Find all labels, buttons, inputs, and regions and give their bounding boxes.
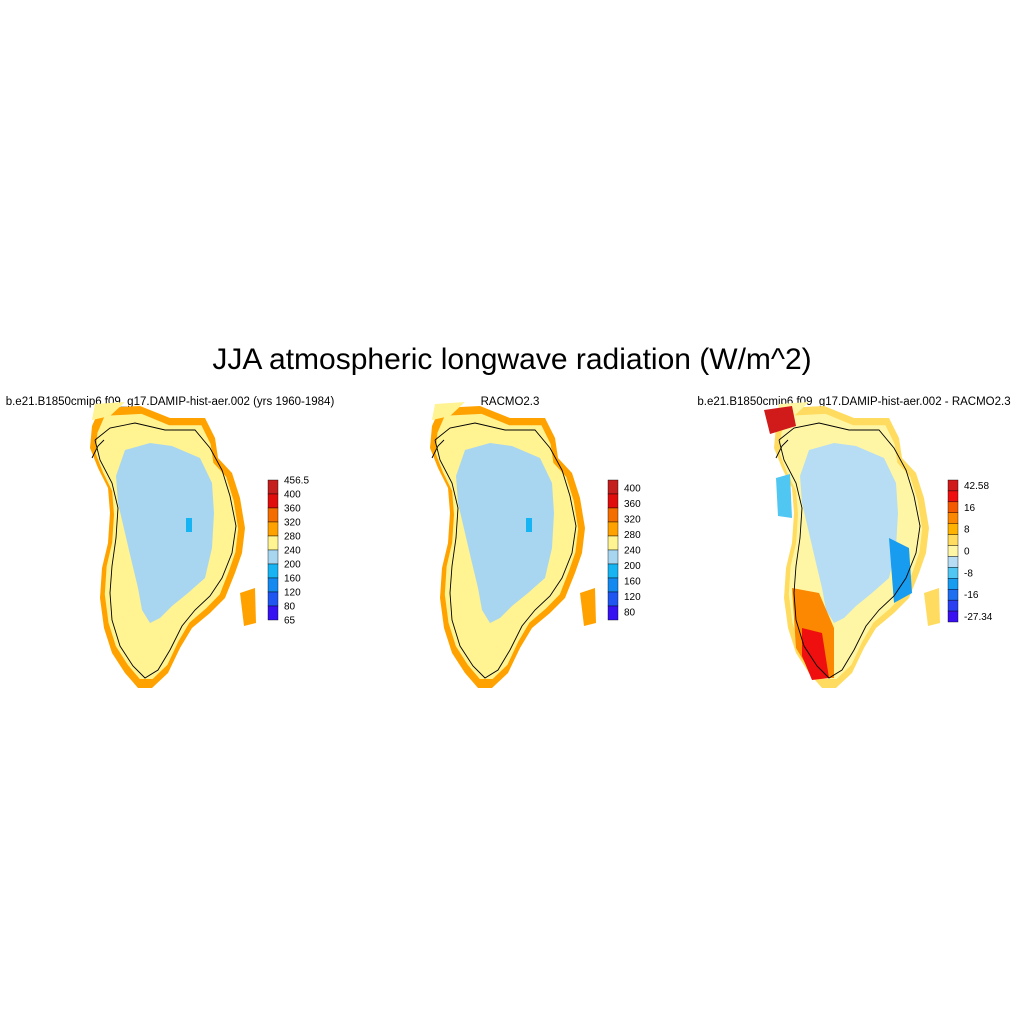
colorbar-segment	[267, 591, 279, 607]
strong-warm-bias	[802, 628, 829, 680]
panel-subtitle-difference: b.e21.B1850cmip6.f09_g17.DAMIP-hist-aer.…	[697, 396, 1011, 408]
panel-subtitle-model: b.e21.B1850cmip6.f09_g17.DAMIP-hist-aer.…	[5, 396, 335, 408]
greenland-map-difference: 42.58 16 8 0 -8 -16 -27.34	[764, 402, 993, 688]
northern-land	[92, 402, 125, 420]
cold-bias-east	[889, 538, 912, 603]
colorbar-segment	[947, 490, 959, 503]
colorbar-segment	[947, 534, 959, 546]
colorbar-label: 320	[624, 514, 641, 525]
colorbar-segment	[947, 512, 959, 524]
colorbar-label: 360	[624, 499, 641, 510]
colorbar-label: 360	[284, 504, 301, 515]
colorbar-segment	[947, 578, 959, 590]
colorbar-segment	[267, 549, 279, 565]
colorbar-segment	[607, 507, 619, 523]
colorbar-label: 240	[284, 546, 301, 557]
greenland-map-model: 456.5 400 360 320 280 240 200 160 120 80 65	[90, 402, 309, 688]
colorbar-label: 65	[284, 616, 296, 627]
colorbar-segment	[267, 493, 279, 509]
panel-subtitle-racmo: RACMO2.3	[480, 396, 540, 408]
colorbar-segment	[947, 556, 959, 568]
ice-sheet-interior	[456, 443, 554, 623]
colorbar-label: 120	[624, 592, 641, 603]
east-coast-island	[924, 588, 940, 626]
colorbar-segment	[607, 605, 619, 621]
colorbar-segment	[947, 589, 959, 601]
colorbar-segment	[607, 577, 619, 593]
coastline	[778, 422, 921, 679]
figure-title: JJA atmospheric longwave radiation (W/m^…	[212, 343, 812, 376]
low-value-patch	[186, 518, 192, 532]
colorbar-segment	[607, 563, 619, 579]
colorbar-label: 42.58	[964, 481, 989, 492]
colorbar: 42.58 16 8 0 -8 -16 -27.34	[947, 479, 993, 623]
east-coast-island	[240, 588, 256, 626]
ice-sheet-interior	[116, 443, 214, 623]
colorbar-segment	[947, 567, 959, 579]
colorbar-segment	[947, 479, 959, 492]
east-coast-island	[580, 588, 596, 626]
colorbar-segment	[267, 577, 279, 593]
low-value-patch	[526, 518, 532, 532]
map-panel-model: b.e21.B1850cmip6.f09_g17.DAMIP-hist-aer.…	[0, 388, 340, 708]
colorbar-label: -16	[964, 590, 979, 601]
greenland-field-model	[90, 402, 256, 688]
colorbar-segment	[607, 549, 619, 565]
colorbar-label: 280	[624, 530, 641, 541]
colorbar-segment	[607, 535, 619, 551]
colorbar-label: 456.5	[284, 476, 309, 487]
colorbar-segment	[267, 535, 279, 551]
coastline	[94, 422, 237, 679]
coastline	[434, 422, 577, 679]
colorbar-label: 200	[624, 561, 641, 572]
colorbar-segment	[267, 479, 279, 495]
colorbar-label: 80	[624, 608, 636, 619]
map-panel-difference: b.e21.B1850cmip6.f09_g17.DAMIP-hist-aer.…	[684, 388, 1024, 708]
colorbar-segment	[267, 507, 279, 523]
colorbar-segment	[607, 493, 619, 509]
northern-land	[432, 402, 465, 420]
coastline-north	[775, 439, 789, 459]
colorbar-segment	[947, 599, 959, 612]
coastline-north	[431, 439, 445, 459]
colorbar-label: 16	[964, 503, 976, 514]
colorbar: 400 360 320 280 240 200 160 120 80	[607, 479, 641, 621]
colorbar-label: -8	[964, 568, 973, 579]
colorbar-label: 0	[964, 547, 970, 558]
colorbar-label: 160	[284, 574, 301, 585]
colorbar-label: 200	[284, 560, 301, 571]
coastline-north	[91, 439, 105, 459]
colorbar-segment	[607, 521, 619, 537]
ice-sheet-interior	[800, 443, 898, 623]
map-panel-racmo: RACMO2.3 400 360 320 280 240 200 160 120 80	[340, 388, 680, 708]
colorbar-segment	[947, 523, 959, 535]
colorbar-label: 8	[964, 525, 970, 536]
colorbar-segment	[947, 501, 959, 513]
colorbar: 456.5 400 360 320 280 240 200 160 120 80 65	[267, 476, 309, 627]
colorbar-label: 280	[284, 532, 301, 543]
colorbar-segment	[267, 605, 279, 621]
colorbar-label: 400	[624, 483, 641, 494]
colorbar-label: 400	[284, 490, 301, 501]
cold-bias-west	[776, 474, 792, 518]
colorbar-label: 120	[284, 588, 301, 599]
colorbar-label: -27.34	[964, 612, 993, 623]
colorbar-segment	[607, 479, 619, 495]
greenland-map-racmo: 400 360 320 280 240 200 160 120 80	[430, 402, 641, 688]
colorbar-label: 240	[624, 546, 641, 557]
greenland-field-obs	[430, 402, 596, 688]
colorbar-label: 320	[284, 518, 301, 529]
colorbar-segment	[267, 563, 279, 579]
colorbar-segment	[607, 591, 619, 607]
colorbar-label: 160	[624, 577, 641, 588]
colorbar-segment	[267, 521, 279, 537]
colorbar-label: 80	[284, 602, 296, 613]
northwest-bias	[764, 406, 796, 434]
greenland-field-diff	[764, 402, 940, 688]
colorbar-segment	[947, 545, 959, 557]
colorbar-segment	[947, 610, 959, 623]
